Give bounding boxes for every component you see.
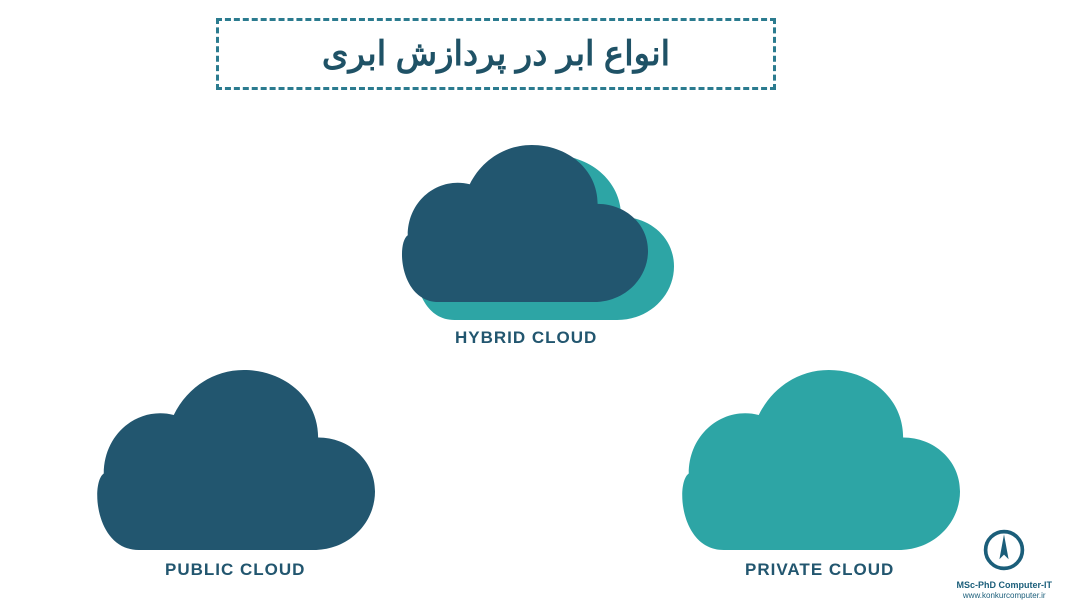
watermark-logo-icon: [981, 527, 1027, 573]
private-cloud-label: PRIVATE CLOUD: [745, 560, 894, 580]
watermark: MSc-PhD Computer-IT www.konkurcomputer.i…: [957, 527, 1053, 600]
public-cloud-label: PUBLIC CLOUD: [165, 560, 305, 580]
hybrid-cloud-label: HYBRID CLOUD: [455, 328, 597, 348]
hybrid-cloud: [400, 145, 670, 320]
watermark-line1: MSc-PhD Computer-IT: [957, 580, 1053, 590]
title-box: انواع ابر در پردازش ابری: [216, 18, 776, 90]
cloud-icon-private: [680, 370, 960, 550]
cloud-icon-hybrid-front: [400, 145, 648, 302]
private-cloud: [680, 370, 960, 550]
public-cloud: [95, 370, 375, 550]
title-text: انواع ابر در پردازش ابری: [322, 34, 670, 74]
cloud-icon-public: [95, 370, 375, 550]
watermark-line2: www.konkurcomputer.ir: [957, 591, 1053, 600]
